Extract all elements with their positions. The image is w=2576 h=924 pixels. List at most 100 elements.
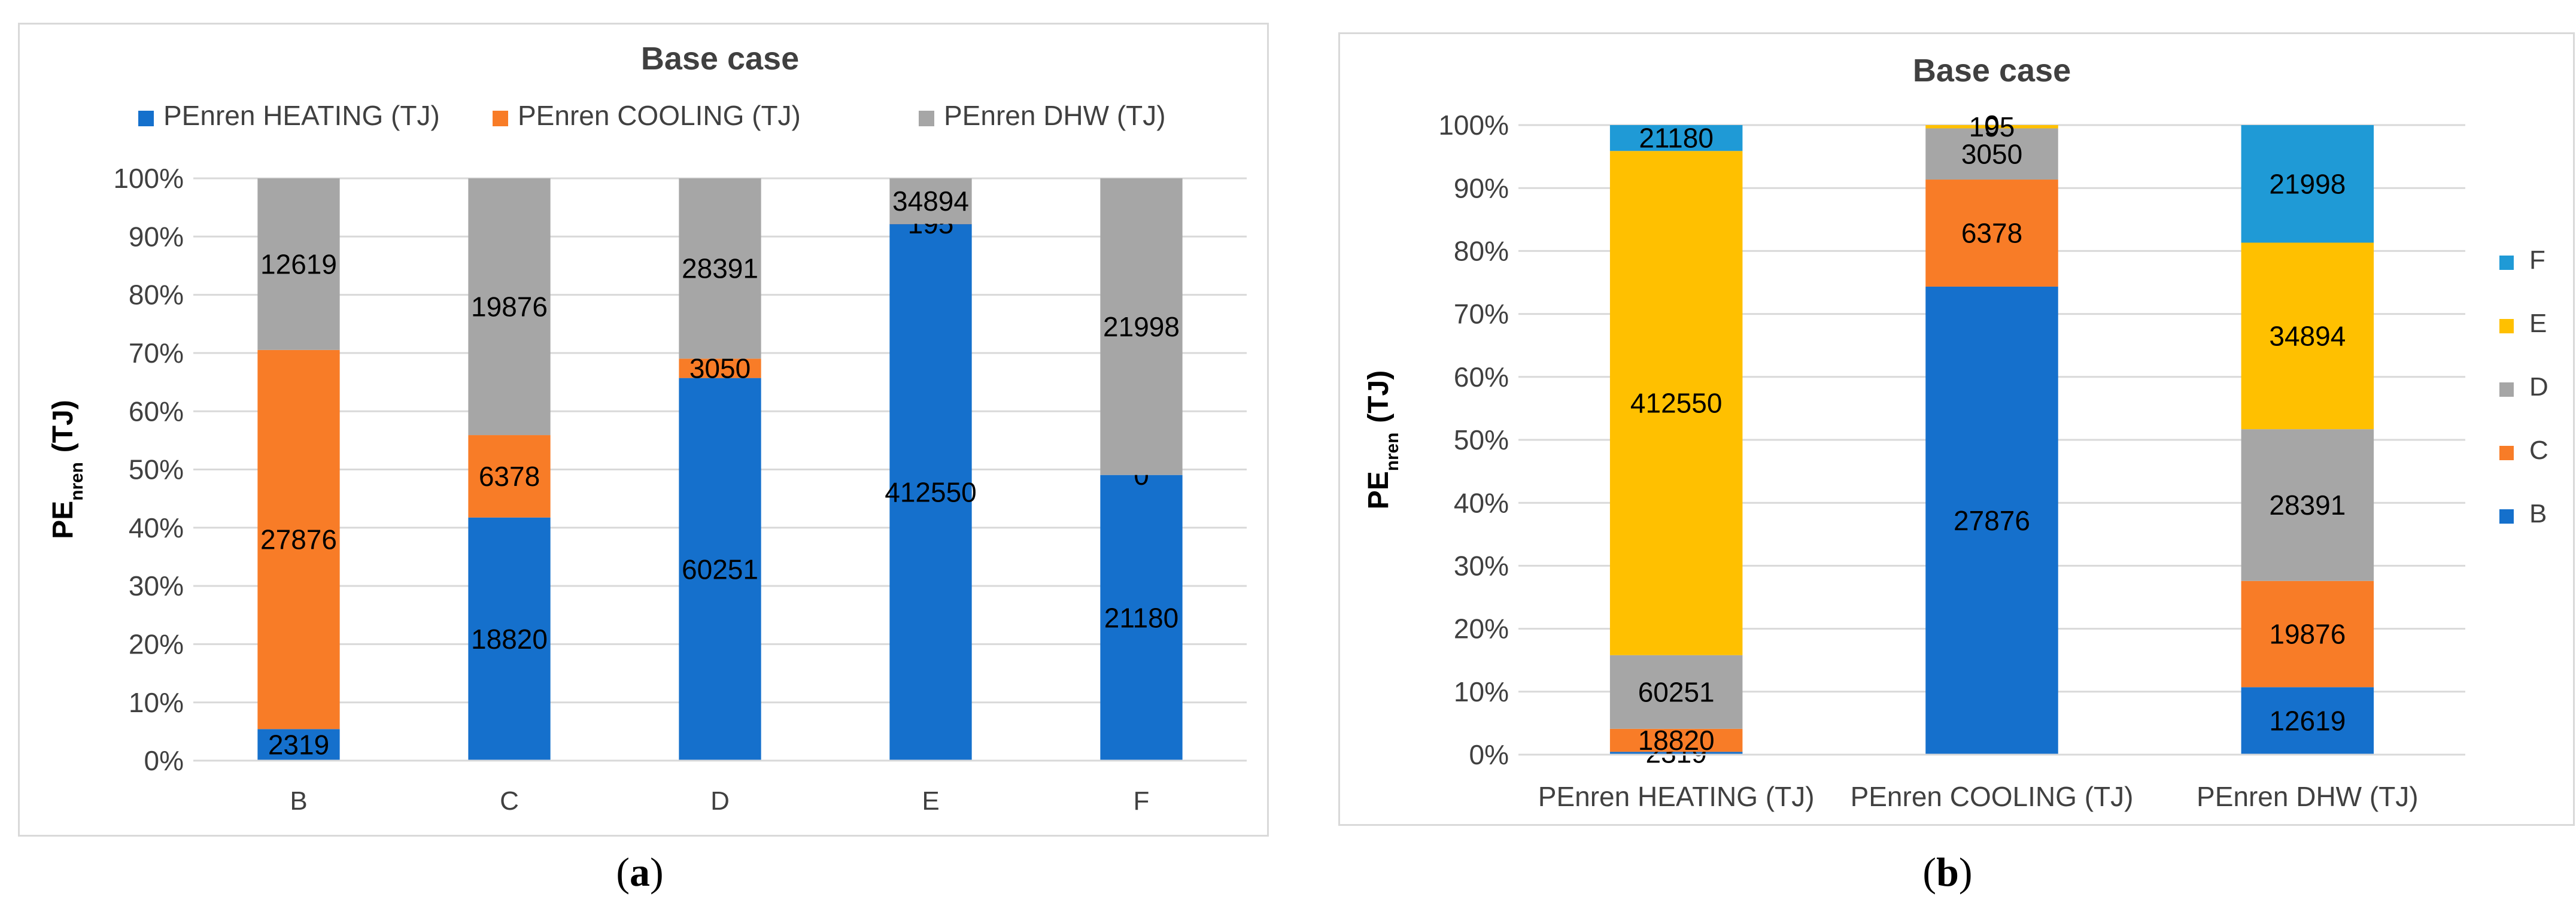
- data-label: 19876: [471, 291, 548, 323]
- bar-segment-penren-cooling-tj-b: [257, 349, 340, 730]
- y-tick-label: 20%: [1454, 613, 1509, 645]
- legend-swatch-penren-cooling-tj: [493, 111, 508, 126]
- bar-segment-penren-dhw-tj-c: [468, 178, 551, 436]
- data-label: 21180: [1639, 123, 1714, 154]
- data-label: 195: [1969, 111, 2015, 142]
- x-tick-label: C: [500, 786, 519, 816]
- legend-swatch-c: [2499, 446, 2514, 460]
- y-tick-label: 30%: [1454, 551, 1509, 582]
- chart-panel-b: Base case 0% 10% 20% 30% 40% 50% 60% 70% 80% 90% 10…: [1338, 32, 2575, 826]
- x-tick-label: D: [710, 786, 730, 816]
- bar-segment-d-penren-cooling-tj: [1925, 128, 2058, 180]
- data-label: 2319: [268, 730, 329, 761]
- data-label: 27876: [1954, 505, 2030, 536]
- data-label: 6378: [1961, 218, 2022, 249]
- chart-panel-a: Base case 0% 10% 20% 30% 40% 50% 60% 70% 80% 90% 10…: [18, 23, 1269, 837]
- data-label: 0: [1984, 110, 2000, 141]
- x-tick-label: B: [290, 786, 307, 816]
- data-label: 3050: [1961, 138, 2022, 169]
- data-label: 12619: [2269, 706, 2346, 737]
- data-label: 21998: [1103, 311, 1180, 342]
- bar-segment-penren-heating-tj-d: [679, 378, 761, 761]
- y-tick-label: 60%: [129, 396, 184, 427]
- legend-label: C: [2529, 436, 2548, 465]
- bar-segment-penren-heating-tj-f: [1100, 475, 1183, 761]
- y-tick-label: 10%: [1454, 676, 1509, 707]
- data-label: 34894: [2269, 320, 2346, 351]
- bar-segment-penren-cooling-tj-d: [679, 358, 761, 378]
- bar-segment-penren-heating-tj-c: [468, 517, 551, 761]
- legend-swatch-penren-dhw-tj: [919, 111, 934, 126]
- legend-label: E: [2529, 309, 2547, 338]
- y-tick-label: 50%: [129, 454, 184, 485]
- data-label: 60251: [682, 554, 758, 585]
- data-label: 12619: [260, 248, 337, 279]
- data-label: 28391: [682, 253, 758, 284]
- data-label: 28391: [2269, 490, 2346, 521]
- legend-swatch-f: [2499, 256, 2514, 270]
- data-label: 18820: [1638, 725, 1715, 756]
- legend-label: PEnren DHW (TJ): [944, 100, 1166, 131]
- data-label: 6378: [479, 461, 540, 492]
- data-label: 34894: [892, 186, 969, 217]
- y-axis-title: PEnren(TJ): [1363, 370, 1402, 509]
- chart-b: Base case 0% 10% 20% 30% 40% 50% 60% 70% 80% 90% 10…: [1363, 53, 2548, 812]
- legend-label: PEnren HEATING (TJ): [163, 100, 440, 131]
- y-tick-label: 50%: [1454, 424, 1509, 455]
- bar-segment-d-penren-heating-tj: [1609, 655, 1743, 729]
- bar-segment-c-penren-heating-tj: [1609, 728, 1743, 752]
- legend-swatch-penren-heating-tj: [138, 111, 154, 126]
- legend-label: D: [2529, 372, 2548, 402]
- chart-title: Base case: [1913, 53, 2071, 89]
- bar-segment-penren-dhw-tj-f: [1100, 178, 1183, 475]
- bar-segment-d-penren-dhw-tj: [2241, 429, 2374, 581]
- x-tick-label: PEnren COOLING (TJ): [1851, 781, 2134, 812]
- bar-segment-penren-cooling-tj-c: [468, 435, 551, 518]
- caption-b: (b): [1922, 849, 1973, 895]
- data-label: 18820: [471, 624, 548, 655]
- data-label: 60251: [1638, 676, 1715, 707]
- legend-label: B: [2529, 499, 2547, 528]
- y-tick-label: 30%: [129, 570, 184, 601]
- chart-title: Base case: [641, 41, 799, 77]
- data-label: 27876: [260, 524, 337, 555]
- x-tick-label: PEnren DHW (TJ): [2197, 781, 2419, 812]
- x-tick-label: E: [922, 786, 939, 816]
- legend-label: PEnren COOLING (TJ): [518, 100, 801, 131]
- bar-segment-penren-dhw-tj-e: [889, 178, 972, 224]
- y-tick-label: 0%: [1469, 739, 1509, 770]
- data-label: 21180: [1104, 602, 1179, 633]
- data-label: 412550: [885, 477, 977, 508]
- caption-a: (a): [616, 849, 664, 895]
- bar-segment-b-penren-cooling-tj: [1925, 286, 2058, 755]
- y-tick-label: 100%: [113, 163, 184, 194]
- y-tick-label: 70%: [1454, 299, 1509, 330]
- bar-segment-c-penren-dhw-tj: [2241, 580, 2374, 688]
- y-tick-label: 10%: [129, 687, 184, 718]
- legend-swatch-b: [2499, 509, 2514, 524]
- bar-segment-b-penren-heating-tj: [1609, 752, 1743, 755]
- legend-swatch-d: [2499, 382, 2514, 397]
- bar-segment-penren-heating-tj-e: [889, 224, 972, 761]
- y-tick-label: 70%: [129, 338, 184, 369]
- x-tick-label: F: [1134, 786, 1150, 816]
- data-label: 21998: [2269, 168, 2346, 199]
- bar-segment-e-penren-dhw-tj: [2241, 242, 2374, 430]
- bar-segment-b-penren-dhw-tj: [2241, 687, 2374, 755]
- bar-segment-e-penren-cooling-tj: [1925, 125, 2058, 129]
- bar-segment-c-penren-cooling-tj: [1925, 180, 2058, 287]
- bar-segment-penren-dhw-tj-b: [257, 178, 340, 350]
- bar-segment-f-penren-heating-tj: [1609, 125, 1743, 151]
- bar-segment-e-penren-heating-tj: [1609, 151, 1743, 655]
- bar-segment-penren-heating-tj-b: [257, 729, 340, 761]
- y-tick-label: 40%: [1454, 487, 1509, 518]
- legend-label: F: [2529, 245, 2545, 275]
- y-tick-label: 80%: [129, 279, 184, 311]
- y-tick-label: 90%: [129, 221, 184, 252]
- y-tick-label: 0%: [144, 745, 184, 776]
- y-tick-label: 100%: [1438, 110, 1509, 141]
- bar-segment-f-penren-dhw-tj: [2241, 125, 2374, 243]
- legend-swatch-e: [2499, 319, 2514, 333]
- x-tick-label: PEnren HEATING (TJ): [1538, 781, 1815, 812]
- y-tick-label: 60%: [1454, 361, 1509, 393]
